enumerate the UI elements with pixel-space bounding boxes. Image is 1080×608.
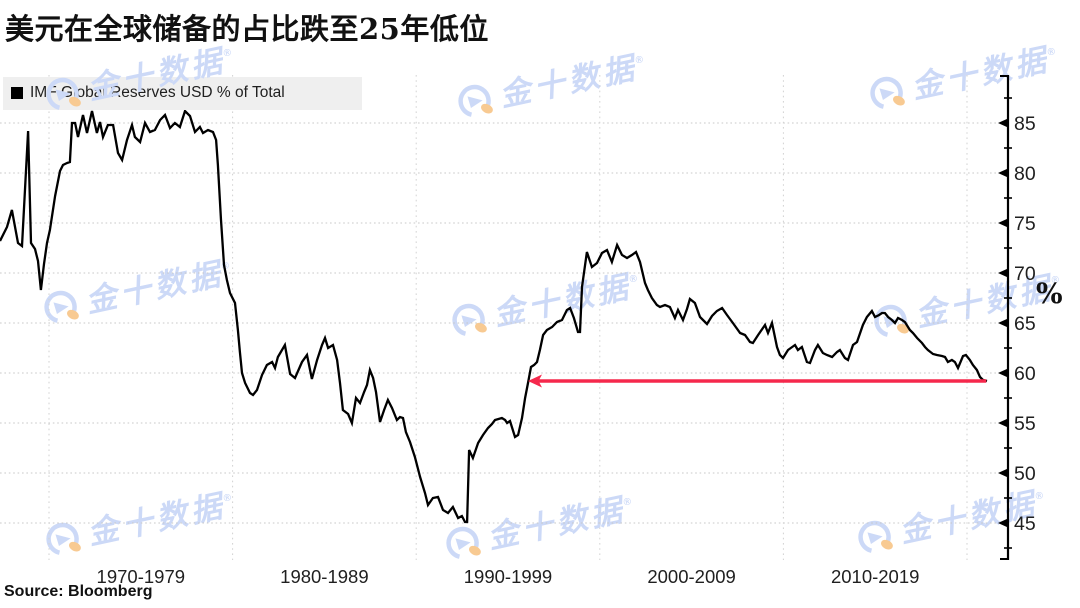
y-tick-label: 65 bbox=[1014, 313, 1036, 335]
legend-swatch-icon bbox=[11, 87, 23, 99]
jin10-watermark: 金十数据® bbox=[446, 265, 642, 342]
y-tick-label: 50 bbox=[1014, 463, 1036, 485]
y-major-tick bbox=[998, 368, 1008, 378]
watermark-text: 金十数据® bbox=[490, 268, 639, 332]
y-axis-unit-label: % bbox=[1036, 277, 1063, 310]
watermark-text: 金十数据® bbox=[896, 485, 1045, 549]
jin10-watermark: 金十数据® bbox=[452, 46, 648, 123]
jin10-logo-icon bbox=[458, 84, 493, 118]
jin10-logo-icon bbox=[446, 526, 481, 560]
jin10-logo-icon bbox=[858, 520, 893, 554]
jin10-watermark: 金十数据® bbox=[868, 266, 1064, 343]
jin10-watermark: 金十数据® bbox=[864, 38, 1060, 115]
y-major-tick bbox=[998, 118, 1008, 128]
jin10-watermark: 金十数据® bbox=[852, 482, 1048, 559]
jin10-logo-icon bbox=[870, 76, 905, 110]
y-major-tick bbox=[998, 218, 1008, 228]
y-tick-label: 60 bbox=[1014, 363, 1036, 385]
y-tick-label: 85 bbox=[1014, 113, 1036, 135]
x-axis-label: 2000-2009 bbox=[647, 566, 735, 587]
y-major-tick bbox=[998, 468, 1008, 478]
jin10-watermark: 金十数据® bbox=[440, 488, 636, 565]
watermark-text: 金十数据® bbox=[484, 491, 633, 555]
jin10-logo-icon bbox=[44, 290, 79, 324]
jin10-watermark: 金十数据® bbox=[38, 252, 234, 329]
x-axis-label: 2010-2019 bbox=[831, 566, 919, 587]
jin10-logo-icon bbox=[46, 522, 81, 556]
jin10-logo-icon bbox=[452, 303, 487, 337]
watermark-text: 金十数据® bbox=[84, 487, 233, 551]
watermark-text: 金十数据® bbox=[82, 255, 231, 319]
y-tick-label: 75 bbox=[1014, 213, 1036, 235]
y-major-tick bbox=[998, 418, 1008, 428]
y-tick-label: 55 bbox=[1014, 413, 1036, 435]
source-note: Source: Bloomberg bbox=[4, 583, 153, 600]
jin10-logo-icon bbox=[874, 304, 909, 338]
y-major-tick bbox=[998, 318, 1008, 328]
y-major-tick bbox=[998, 168, 1008, 178]
x-axis-label: 1980-1989 bbox=[280, 566, 368, 587]
watermark-text: 金十数据® bbox=[908, 41, 1057, 105]
legend-label: IMF Global Reserves USD % of Total bbox=[30, 84, 285, 101]
watermark-text: 金十数据® bbox=[496, 49, 645, 113]
x-axis-label: 1990-1999 bbox=[464, 566, 552, 587]
low-point-arrow-head bbox=[528, 374, 543, 388]
jin10-watermark: 金十数据® bbox=[40, 484, 236, 561]
y-tick-label: 80 bbox=[1014, 163, 1036, 185]
chart-title: 美元在全球储备的占比跌至25年低位 bbox=[5, 12, 489, 46]
jin10-logo-icon bbox=[46, 77, 81, 111]
